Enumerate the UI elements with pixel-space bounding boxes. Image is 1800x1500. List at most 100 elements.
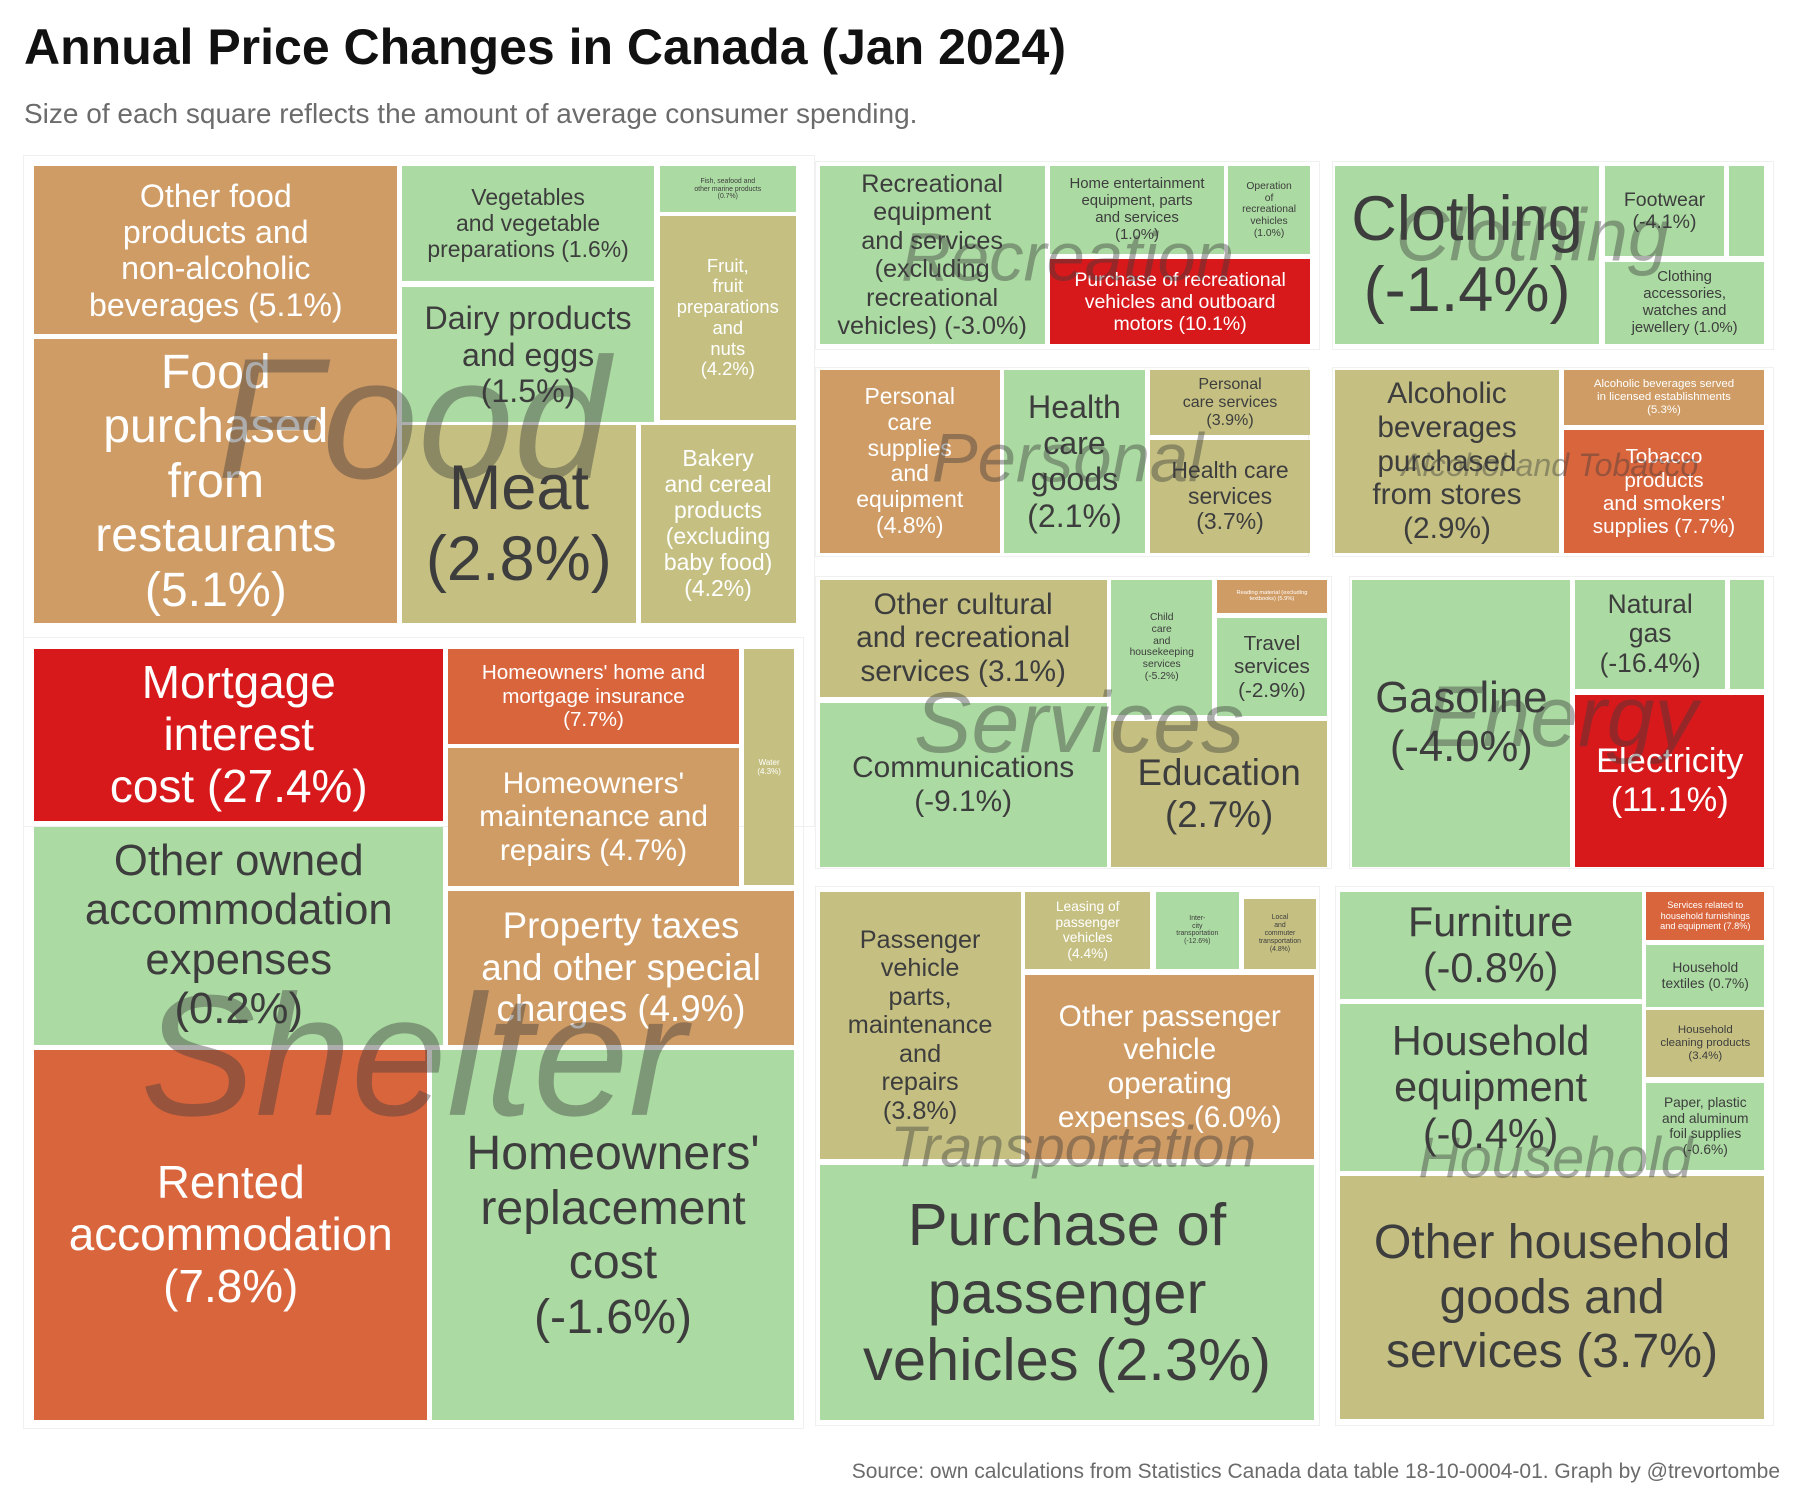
treemap-cell-label: Passenger vehicle parts, maintenance and…	[847, 925, 993, 1126]
treemap-cell-inter-city-transportation: Inter- city transportation (-12.6%)	[1155, 891, 1239, 969]
group-frame-energy	[1348, 576, 1774, 869]
treemap-cell-label: Health care goods (2.1%)	[1027, 388, 1122, 534]
treemap-cell-label: Purchase of passenger vehicles (2.3%)	[863, 1191, 1272, 1394]
treemap-cell-label: Alcoholic beverages purchased from store…	[1372, 377, 1522, 546]
source-caption: Source: own calculations from Statistics…	[851, 1460, 1780, 1483]
treemap-cell-label: Inter- city transportation (-12.6%)	[1176, 914, 1219, 946]
treemap-cell-label: Local and commuter transportation (4.8%)	[1258, 914, 1301, 953]
treemap-cell-label: Fruit, fruit preparations and nuts (4.2%…	[676, 254, 779, 380]
treemap-cell-household-equipment: Household equipment (-0.4%)	[1339, 1004, 1642, 1171]
treemap-cell-child-care-and-housekeeping-services: Child care and housekeeping services (-5…	[1111, 579, 1213, 716]
treemap-cell-health-care-services: Health care services (3.7%)	[1150, 439, 1310, 554]
treemap-cell-label: Other household goods and services (3.7%…	[1373, 1215, 1731, 1379]
chart-title: Annual Price Changes in Canada (Jan 2024…	[24, 19, 1066, 75]
treemap-cell-label: Food purchased from restaurants (5.1%)	[95, 344, 337, 617]
treemap-cell-label: Health care services (3.7%)	[1171, 456, 1289, 535]
treemap-cell-mortgage-interest-cost: Mortgage interest cost (27.4%)	[34, 648, 444, 821]
treemap-cell-label: Recreational equipment and services (exc…	[837, 169, 1027, 341]
treemap-cell-other-passenger-vehicle-operating-expens: Other passenger vehicle operating expens…	[1025, 974, 1315, 1160]
treemap-cell-label: Paper, plastic and aluminum foil supplie…	[1662, 1095, 1749, 1157]
treemap-cell-services-related-to-household-furnishing: Services related to household furnishing…	[1646, 891, 1765, 941]
group-frame-shelter	[22, 637, 804, 1430]
treemap-cell-passenger-vehicle-parts-maintenance-and-: Passenger vehicle parts, maintenance and…	[819, 891, 1021, 1160]
treemap-cell-meat: Meat (2.8%)	[401, 424, 636, 624]
treemap-cell-travel-services: Travel services (-2.9%)	[1216, 617, 1328, 717]
treemap-cell-purchase-of-passenger-vehicles: Purchase of passenger vehicles (2.3%)	[819, 1165, 1315, 1421]
treemap-cell-home-entertainment-equipment-parts-and-s: Home entertainment equipment, parts and …	[1050, 166, 1224, 254]
treemap-cell-natural-gas: Natural gas (-16.4%)	[1575, 579, 1726, 689]
treemap-cell-personal-care-supplies-and-equipment: Personal care supplies and equipment (4.…	[819, 369, 1000, 554]
treemap-cell-label: Communications (-9.1%)	[852, 750, 1075, 818]
treemap-cell-rented-accommodation: Rented accommodation (7.8%)	[34, 1050, 428, 1421]
treemap-cell-label: Homeowners' maintenance and repairs (4.7…	[479, 766, 708, 868]
treemap-cell-label: Education (2.7%)	[1137, 752, 1301, 835]
treemap-cell-alcoholic-beverages-purchased-from-store: Alcoholic beverages purchased from store…	[1335, 369, 1559, 554]
treemap-cell-label: Services related to household furnishing…	[1660, 900, 1751, 932]
group-frame-services	[815, 576, 1332, 869]
treemap-cell-label: Gasoline (-4.0%)	[1375, 673, 1548, 772]
treemap-cell-gasoline: Gasoline (-4.0%)	[1352, 579, 1571, 867]
treemap-cell-label: Electricity (11.1%)	[1596, 741, 1744, 819]
treemap-cell-homeowners-replacement-cost: Homeowners' replacement cost (-1.6%)	[431, 1050, 795, 1421]
treemap-cell-leasing-of-passenger-vehicles: Leasing of passenger vehicles (4.4%)	[1025, 891, 1151, 969]
treemap-cell-furniture: Furniture (-0.8%)	[1339, 891, 1642, 999]
treemap-cell-fruit-fruit-preparations-and-nuts: Fruit, fruit preparations and nuts (4.2%…	[660, 215, 796, 421]
treemap-cell-label: Footwear (-4.1%)	[1623, 189, 1706, 234]
treemap-cell-other-food-products-and-non-alcoholic-be: Other food products and non-alcoholic be…	[34, 166, 398, 335]
treemap-cell-label: Reading material (excluding textbooks) (…	[1236, 589, 1308, 603]
treemap-cell-label: Mortgage interest cost (27.4%)	[109, 655, 368, 812]
treemap-cell-education: Education (2.7%)	[1111, 720, 1328, 867]
group-frame-food	[22, 154, 816, 827]
treemap-cell-label: Operation of recreational vehicles (1.0%…	[1242, 180, 1297, 239]
treemap-cell-label: Homeowners' replacement cost (-1.6%)	[466, 1126, 760, 1344]
group-frame-transportation	[815, 886, 1321, 1426]
treemap-cell-electricity: Electricity (11.1%)	[1575, 694, 1765, 867]
treemap-cell-label: Other owned accommodation expenses (0.2%…	[84, 837, 393, 1033]
group-frame-recreation	[815, 160, 1321, 351]
group-frame-household	[1335, 886, 1774, 1426]
group-frame-alcohol-and-tobacco	[1331, 367, 1774, 557]
treemap-cell-label: Clothing accessories, watches and jewell…	[1631, 268, 1738, 336]
treemap-cell-other-cultural-and-recreational-services: Other cultural and recreational services…	[819, 579, 1107, 697]
treemap-cell-label: Purchase of recreational vehicles and ou…	[1074, 268, 1286, 335]
treemap-cell-label: Travel services (-2.9%)	[1234, 631, 1310, 702]
treemap-cell-operation-of-recreational-vehicles: Operation of recreational vehicles (1.0%…	[1228, 166, 1310, 254]
treemap-cell-water: Water (4.3%)	[743, 648, 795, 886]
treemap-cell-paper-plastic-and-aluminum-foil-supplies: Paper, plastic and aluminum foil supplie…	[1646, 1082, 1765, 1170]
treemap-cell-purchase-of-recreational-vehicles-and-ou: Purchase of recreational vehicles and ou…	[1050, 259, 1310, 345]
treemap-cell-label: Other food products and non-alcoholic be…	[89, 177, 343, 323]
treemap-cell-alcoholic-beverages-served-in-licensed-e: Alcoholic beverages served in licensed e…	[1563, 369, 1765, 425]
treemap-cell-homeowners-home-and-mortgage-insurance: Homeowners' home and mortgage insurance …	[447, 648, 740, 744]
treemap-cell-food-purchased-from-restaurants: Food purchased from restaurants (5.1%)	[34, 338, 398, 624]
treemap-cell-label: Leasing of passenger vehicles (4.4%)	[1055, 899, 1120, 961]
treemap-cell-household-textiles: Household textiles (0.7%)	[1646, 944, 1765, 1007]
treemap-cell-label: Water (4.3%)	[757, 757, 781, 776]
treemap-cell-label: Personal care services (3.9%)	[1182, 375, 1278, 430]
treemap-cell-recreational-equipment-and-services: Recreational equipment and services (exc…	[819, 166, 1045, 345]
treemap-cell-property-taxes-and-other-special-charges: Property taxes and other special charges…	[447, 890, 795, 1045]
treemap-cell-footwear: Footwear (-4.1%)	[1604, 166, 1725, 256]
group-frame-clothing	[1331, 160, 1774, 351]
treemap-cell-personal-care-services: Personal care services (3.9%)	[1150, 369, 1310, 436]
treemap-cell-label: Alcoholic beverages served in licensed e…	[1593, 377, 1735, 416]
treemap-cell-clothing-accessories-watches-and-jewelle: Clothing accessories, watches and jewell…	[1604, 261, 1765, 345]
treemap-cell-blank	[1728, 166, 1765, 256]
treemap-cell-label: Other cultural and recreational services…	[856, 587, 1071, 689]
treemap-cell-reading-material: Reading material (excluding textbooks) (…	[1216, 579, 1328, 613]
treemap-cell-label: Tobacco products and smokers' supplies (…	[1592, 445, 1736, 539]
treemap-cell-label: Rented accommodation (7.8%)	[68, 1156, 393, 1313]
treemap-cell-other-household-goods-and-services: Other household goods and services (3.7%…	[1339, 1175, 1765, 1419]
treemap-cell-label: Natural gas (-16.4%)	[1599, 588, 1701, 679]
treemap-cell-label: Dairy products and eggs (1.5%)	[424, 300, 632, 409]
treemap-cell-label: Personal care supplies and equipment (4.…	[856, 382, 964, 539]
treemap-cell-clothing: Clothing (-1.4%)	[1335, 166, 1600, 345]
treemap-cell-label: Property taxes and other special charges…	[481, 905, 761, 1030]
treemap-cell-health-care-goods: Health care goods (2.1%)	[1004, 369, 1145, 554]
treemap-cell-local-and-commuter-transportation: Local and commuter transportation (4.8%)	[1244, 898, 1316, 969]
treemap-cell-homeowners-maintenance-and-repairs: Homeowners' maintenance and repairs (4.7…	[447, 748, 740, 887]
treemap-cell-label: Bakery and cereal products (excluding ba…	[663, 445, 773, 601]
treemap-cell-label: Furniture (-0.8%)	[1407, 898, 1574, 992]
treemap-cell-label: Other passenger vehicle operating expens…	[1057, 999, 1282, 1134]
treemap-cell-label: Clothing (-1.4%)	[1351, 184, 1583, 326]
